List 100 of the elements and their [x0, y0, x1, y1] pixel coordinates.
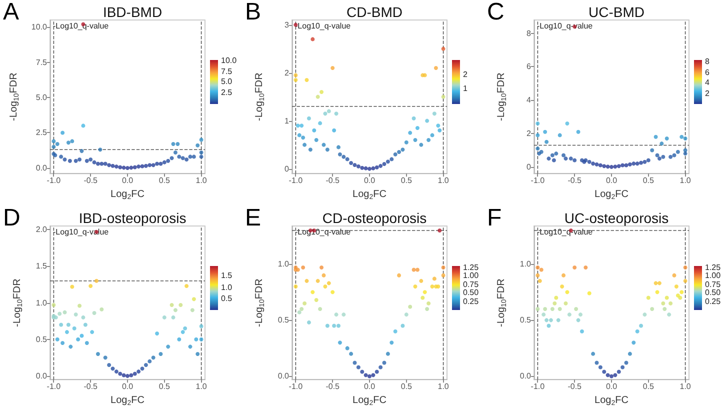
point	[301, 136, 306, 140]
y-tick-label: 0	[284, 164, 290, 174]
point	[538, 278, 542, 283]
x-tick-label: 0.5	[158, 382, 171, 392]
point	[162, 160, 166, 164]
point	[382, 162, 386, 166]
y-tick-label: 5.0	[36, 93, 48, 102]
color-bar-label: 10.0	[221, 56, 237, 65]
point	[314, 138, 318, 142]
color-bar-label: 0.5	[221, 294, 232, 303]
y-tick-label: 1	[284, 116, 290, 126]
point	[368, 166, 372, 171]
color-bar-label: 1.00	[705, 271, 721, 280]
point	[560, 284, 564, 289]
point	[680, 134, 684, 139]
point	[368, 374, 372, 378]
point	[664, 136, 669, 141]
color-bar-label: 1.00	[463, 271, 479, 280]
color-bar-label: 0.50	[463, 288, 479, 298]
x-tick-label: -0.5	[326, 176, 340, 186]
x-tick-label: 1.0	[438, 382, 450, 392]
point	[356, 164, 360, 168]
point	[342, 154, 346, 159]
point	[639, 324, 644, 328]
point	[412, 116, 416, 120]
point	[330, 290, 335, 294]
point	[314, 298, 318, 302]
chart-title: UC-osteoporosis	[564, 210, 669, 226]
point	[122, 166, 126, 170]
point	[371, 373, 376, 378]
x-tick-label: 0.0	[606, 176, 618, 186]
point	[352, 360, 357, 365]
point	[550, 306, 554, 311]
point	[294, 78, 298, 82]
point	[184, 158, 189, 162]
point	[680, 290, 684, 294]
point	[103, 162, 108, 166]
point	[393, 152, 398, 156]
point	[155, 162, 160, 166]
point	[565, 290, 570, 294]
point	[567, 312, 572, 317]
x-tick-label: 0.5	[642, 382, 655, 392]
text: E	[245, 204, 262, 232]
point	[345, 157, 350, 162]
x-tick-label: 0.5	[400, 176, 413, 186]
point	[624, 163, 628, 168]
point	[301, 265, 306, 270]
x-tick-label: -0.5	[568, 382, 582, 392]
point	[306, 320, 311, 324]
point	[558, 133, 562, 138]
color-bar-label: 0.75	[705, 280, 721, 289]
point	[672, 273, 676, 278]
y-tick-label: 1.5	[36, 262, 48, 271]
point	[432, 112, 436, 116]
point	[304, 278, 309, 283]
point	[544, 140, 549, 144]
point	[310, 290, 315, 294]
y-tick-label: 0.0	[278, 372, 290, 381]
point	[192, 154, 196, 159]
point	[320, 265, 324, 270]
point	[92, 160, 96, 164]
y-tick-label: 0	[526, 162, 532, 172]
color-bar-label: 0.50	[705, 288, 721, 298]
point	[552, 158, 556, 162]
point	[655, 153, 660, 158]
point	[562, 273, 566, 278]
point	[654, 281, 658, 286]
point	[419, 278, 424, 283]
point	[606, 164, 610, 169]
point	[591, 162, 596, 166]
point	[678, 296, 682, 300]
point	[98, 148, 102, 152]
point	[554, 152, 558, 156]
point	[52, 139, 56, 144]
point	[565, 122, 570, 126]
point	[360, 370, 364, 374]
point	[413, 284, 418, 289]
point	[546, 156, 551, 161]
point	[420, 296, 425, 300]
chart-title: UC-BMD	[588, 4, 644, 20]
point	[536, 133, 540, 138]
y-tick-label: 10.0	[31, 22, 48, 32]
color-bar-label: 8	[705, 57, 710, 66]
color-bar-label: 1.5	[221, 271, 232, 280]
y-tick-label: 6	[526, 62, 532, 72]
y-tick-label: 1.0	[520, 260, 532, 269]
point	[548, 318, 553, 322]
point	[338, 152, 342, 156]
point	[564, 156, 568, 161]
point	[310, 37, 315, 42]
point	[52, 144, 56, 149]
point	[374, 370, 379, 374]
y-tick-label: 3	[284, 20, 290, 30]
point	[650, 306, 654, 311]
point	[151, 163, 156, 168]
point	[426, 138, 431, 142]
point	[683, 278, 688, 283]
color-bar-label: 2	[463, 70, 468, 79]
point	[166, 158, 170, 163]
point	[66, 140, 70, 145]
